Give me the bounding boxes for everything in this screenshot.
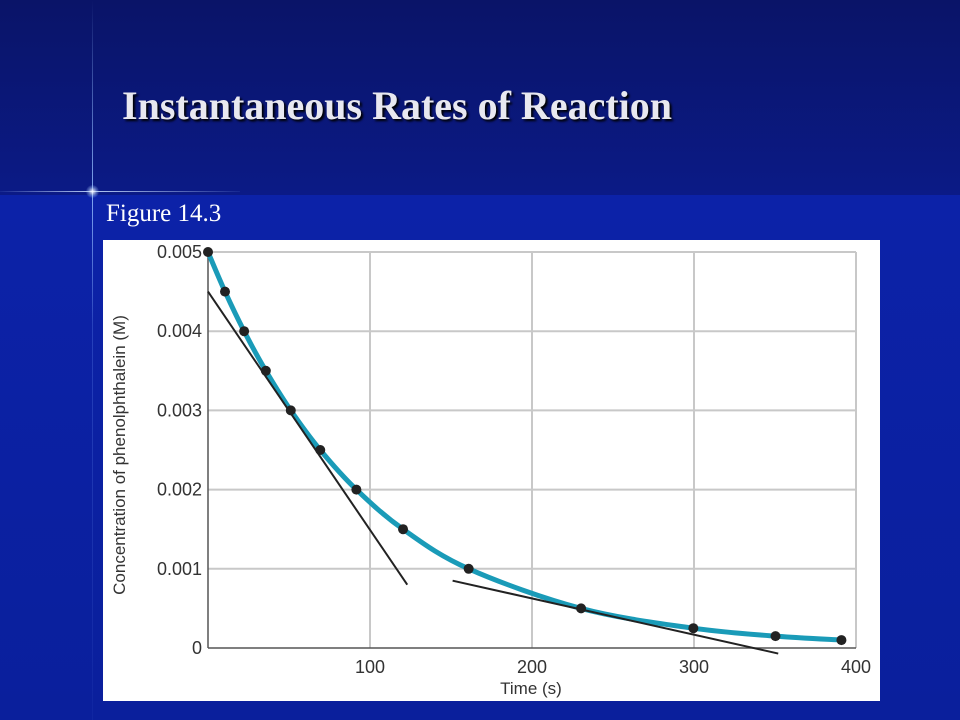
chart-panel: 100 200 300 400 0 0.001 0.002 0.003 0.004 0.005 T… <box>103 240 880 701</box>
x-tick-label: 400 <box>841 657 871 677</box>
x-tick-label: 200 <box>517 657 547 677</box>
decorative-spark <box>86 185 99 198</box>
data-point <box>770 631 781 642</box>
data-point <box>285 405 296 416</box>
data-point <box>836 635 847 646</box>
data-point <box>398 524 409 535</box>
y-tick-label: 0.004 <box>157 321 202 341</box>
slide-title: Instantaneous Rates of Reaction <box>122 83 672 128</box>
curve-layer <box>205 249 844 643</box>
data-point <box>351 484 362 495</box>
tangent-line-1 <box>207 291 409 586</box>
point-layer <box>203 247 847 646</box>
y-tick-label: 0.003 <box>157 400 202 420</box>
x-tick-label: 300 <box>679 657 709 677</box>
data-point <box>220 286 231 297</box>
data-point <box>576 603 587 614</box>
y-tick-label: 0.005 <box>157 242 202 262</box>
data-point <box>463 563 474 574</box>
tick-layer: 100 200 300 400 0 0.001 0.002 0.003 0.004 0.005 <box>157 242 871 677</box>
decorative-vertical-line <box>92 0 93 720</box>
concentration-time-chart: 100 200 300 400 0 0.001 0.002 0.003 0.004 0.005 T… <box>110 242 871 698</box>
grid-layer <box>207 251 857 649</box>
tangent-line-2 <box>452 579 779 655</box>
x-axis-label: Time (s) <box>500 679 562 698</box>
y-tick-label: 0 <box>192 638 202 658</box>
concentration-curve <box>205 249 844 643</box>
background-top <box>0 0 960 195</box>
data-point <box>260 365 271 376</box>
tangent-layer <box>207 291 779 655</box>
data-point <box>203 247 213 257</box>
data-point <box>239 326 250 337</box>
figure-label: Figure 14.3 <box>106 200 222 227</box>
x-tick-label: 100 <box>355 657 385 677</box>
y-axis-label: Concentration of phenolphthalein (M) <box>110 315 129 595</box>
y-tick-label: 0.002 <box>157 480 202 500</box>
y-tick-label: 0.001 <box>157 559 202 579</box>
data-point <box>688 623 699 634</box>
decorative-horizontal-line <box>0 191 240 192</box>
data-point <box>315 445 326 455</box>
